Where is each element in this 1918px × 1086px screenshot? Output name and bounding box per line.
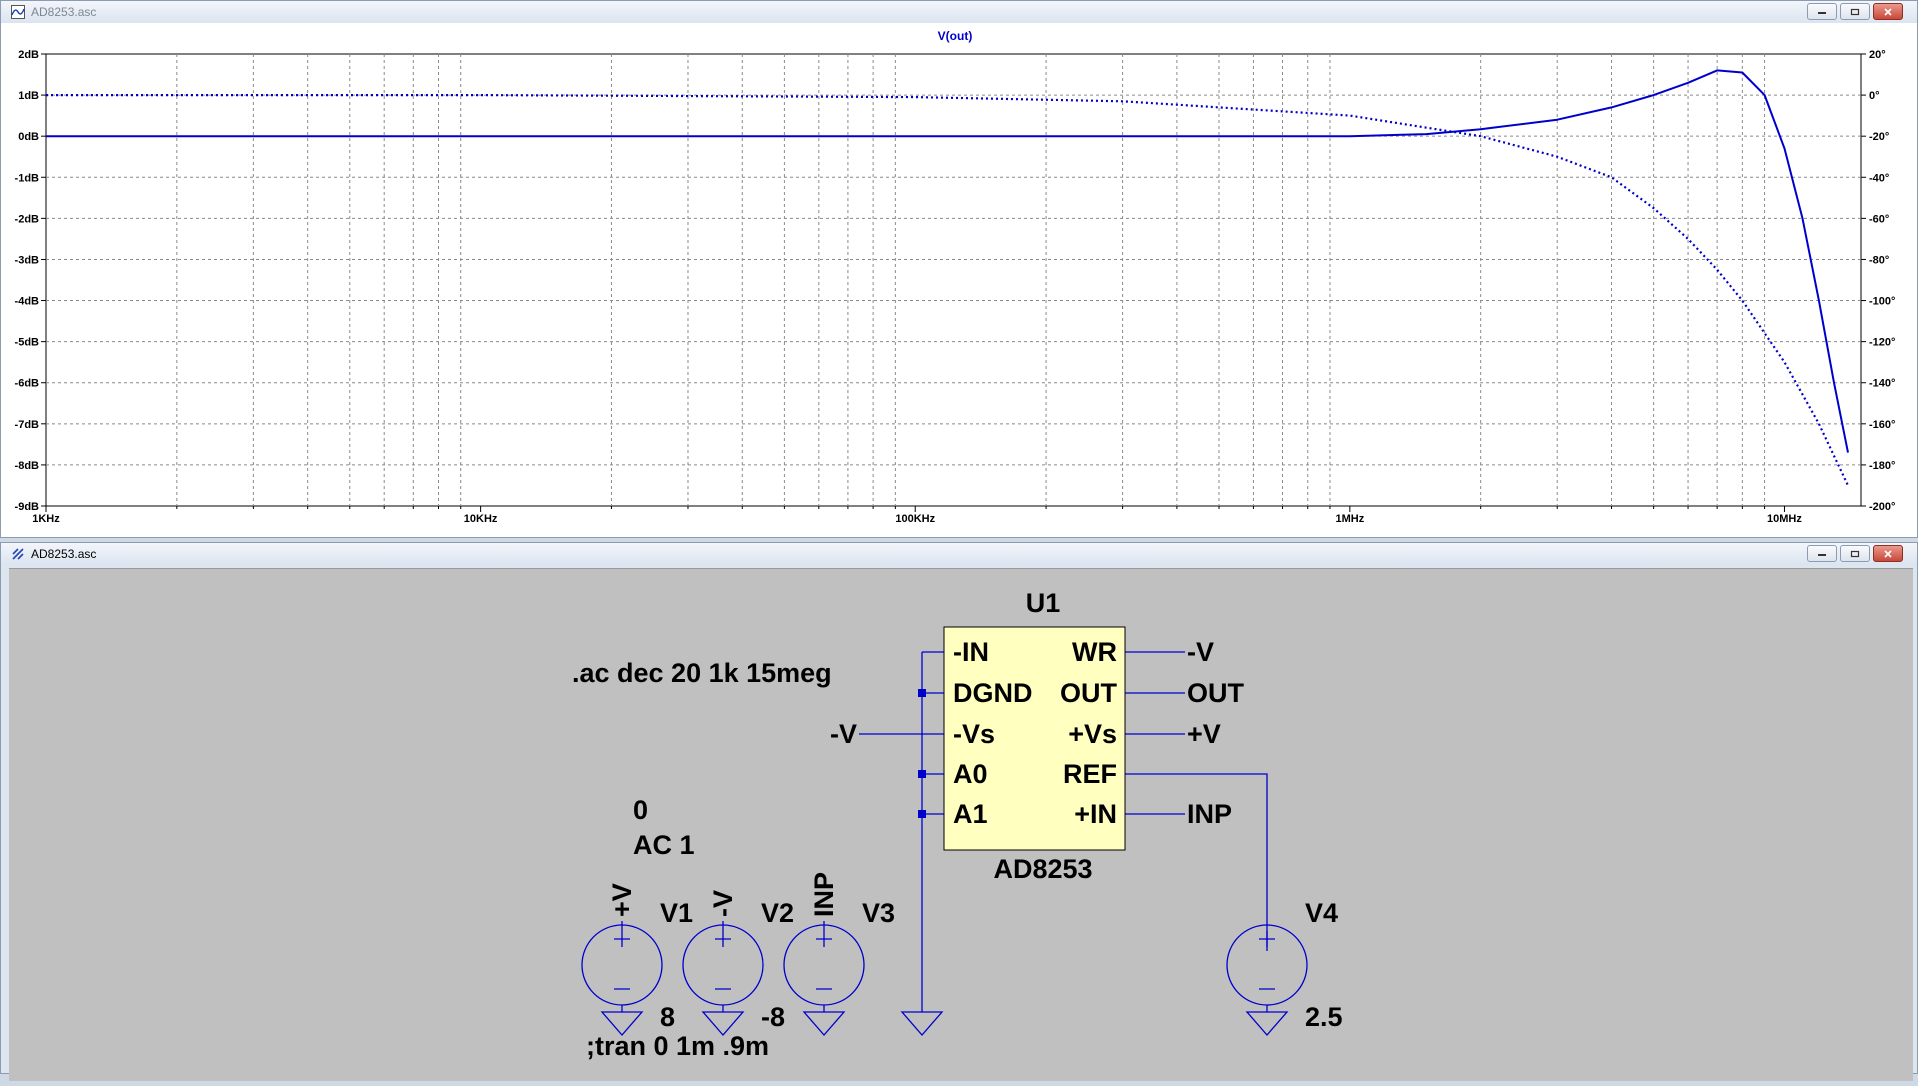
ground-symbol	[802, 1011, 846, 1036]
schematic-window-title: AD8253.asc	[31, 547, 97, 561]
pin-label: -IN	[953, 637, 989, 667]
source-ref[interactable]: V2	[761, 898, 794, 928]
ground-symbol	[1245, 1011, 1289, 1036]
left-axis-tick-label: -6dB	[15, 378, 40, 390]
minimize-button[interactable]	[1807, 3, 1837, 20]
plot-titlebar[interactable]: AD8253.asc	[1, 1, 1917, 23]
left-axis-tick-label: -3dB	[15, 254, 40, 266]
pin-label: WR	[1072, 637, 1117, 667]
close-button[interactable]	[1873, 545, 1903, 562]
waveform-plot[interactable]: 2dB 20° 1dB 0° 0dB -20° -1dB -40° -2dB -60° -3dB -8…	[1, 24, 1917, 534]
right-axis-tick-label: -20°	[1869, 131, 1889, 143]
ground-symbol	[701, 1011, 745, 1036]
left-axis-tick-label: -7dB	[15, 419, 40, 431]
net-label-out[interactable]: OUT	[1187, 678, 1245, 708]
component-ref[interactable]: U1	[1026, 588, 1061, 618]
right-axis-tick-label: -160°	[1869, 419, 1895, 431]
ground-symbol	[600, 1011, 644, 1036]
x-axis-tick-label: 10KHz	[464, 513, 498, 525]
left-axis-tick-label: 0dB	[18, 131, 39, 143]
pin-label: DGND	[953, 678, 1033, 708]
right-axis-tick-label: -60°	[1869, 213, 1889, 225]
source-ref[interactable]: V3	[862, 898, 895, 928]
ad8253-component[interactable]	[943, 626, 1126, 851]
x-axis-tick-label: 10MHz	[1767, 513, 1802, 525]
net-label-plus-v[interactable]: +V	[1187, 719, 1221, 749]
magnitude-trace	[46, 69, 1849, 453]
junction-dots	[918, 689, 926, 818]
pin-label: +Vs	[1068, 719, 1117, 749]
right-axis-tick-label: -140°	[1869, 378, 1895, 390]
right-axis-tick-label: -100°	[1869, 296, 1895, 308]
source-value[interactable]: 2.5	[1305, 1002, 1343, 1032]
source-ref[interactable]: V4	[1305, 898, 1338, 928]
left-axis-tick-label: 2dB	[18, 49, 39, 61]
pin-label: A0	[953, 759, 988, 789]
pin-label: REF	[1063, 759, 1117, 789]
plot-ticks: 2dB 20° 1dB 0° 0dB -20° -1dB -40° -2dB -60° -3dB -8…	[15, 49, 1896, 525]
schematic-window: AD8253.asc	[0, 542, 1918, 1081]
waveform-icon	[11, 5, 25, 19]
left-axis-tick-label: -4dB	[15, 296, 40, 308]
source-value[interactable]: 8	[660, 1002, 675, 1032]
right-axis-tick-label: -40°	[1869, 172, 1889, 184]
right-axis-tick-label: -200°	[1869, 501, 1895, 513]
maximize-button[interactable]	[1840, 545, 1870, 562]
left-axis-tick-label: -1dB	[15, 172, 40, 184]
bode-plot-svg[interactable]: 2dB 20° 1dB 0° 0dB -20° -1dB -40° -2dB -60° -3dB -8…	[1, 24, 1917, 534]
trace-label[interactable]: V(out)	[938, 29, 973, 43]
plot-grid	[45, 53, 1862, 507]
plot-window: AD8253.asc 2dB 20° 1dB 0° 0dB -20° -1dB -40° -2d…	[0, 0, 1918, 538]
ref-wire	[1125, 773, 1268, 951]
x-axis-tick-label: 1MHz	[1335, 513, 1364, 525]
source-net-label[interactable]: +V	[607, 883, 637, 917]
ac-directive[interactable]: .ac dec 20 1k 15meg	[572, 658, 832, 688]
schematic-icon	[11, 547, 25, 561]
close-button[interactable]	[1873, 3, 1903, 20]
source-ref[interactable]: V1	[660, 898, 693, 928]
x-axis-tick-label: 100KHz	[895, 513, 935, 525]
left-axis-tick-label: -8dB	[15, 460, 40, 472]
pin-label: A1	[953, 799, 988, 829]
plot-frame	[45, 53, 1862, 507]
left-axis-tick-label: -9dB	[15, 501, 40, 513]
source-value[interactable]: -8	[761, 1002, 785, 1032]
left-axis-tick-label: -2dB	[15, 213, 40, 225]
net-label-inp[interactable]: INP	[1187, 799, 1232, 829]
tran-directive[interactable]: ;tran 0 1m .9m	[586, 1031, 769, 1061]
right-axis-tick-label: -80°	[1869, 254, 1889, 266]
v3-ac-value[interactable]: AC 1	[633, 830, 695, 860]
component-value[interactable]: AD8253	[993, 854, 1092, 884]
plot-traces	[46, 69, 1849, 486]
net-label-wr[interactable]: -V	[1187, 637, 1214, 667]
schematic-canvas[interactable]: U1 AD8253 -IN DGND -Vs A0 A1 WR OUT +Vs …	[9, 568, 1913, 1081]
ground-symbol	[900, 1011, 944, 1036]
source-net-label[interactable]: INP	[809, 872, 839, 917]
net-label-minus-v[interactable]: -V	[830, 719, 857, 749]
pin-label: +IN	[1074, 799, 1117, 829]
source-polarity-marks	[614, 931, 1275, 990]
pin-label: -Vs	[953, 719, 995, 749]
maximize-button[interactable]	[1840, 3, 1870, 20]
v3-dc-value[interactable]: 0	[633, 795, 648, 825]
x-axis-tick-label: 1KHz	[32, 513, 60, 525]
left-axis-tick-label: -5dB	[15, 337, 40, 349]
plot-window-title: AD8253.asc	[31, 5, 97, 19]
right-axis-tick-label: -180°	[1869, 460, 1895, 472]
source-net-label[interactable]: -V	[708, 890, 738, 917]
schematic-svg[interactable]: U1 AD8253 -IN DGND -Vs A0 A1 WR OUT +Vs …	[9, 569, 1913, 1081]
phase-trace	[46, 93, 1849, 486]
right-axis-tick-label: 0°	[1869, 90, 1880, 102]
minimize-button[interactable]	[1807, 545, 1837, 562]
left-axis-tick-label: 1dB	[18, 90, 39, 102]
pin-label: OUT	[1060, 678, 1118, 708]
right-axis-tick-label: 20°	[1869, 49, 1886, 61]
schematic-titlebar[interactable]: AD8253.asc	[1, 543, 1917, 565]
right-axis-tick-label: -120°	[1869, 337, 1895, 349]
